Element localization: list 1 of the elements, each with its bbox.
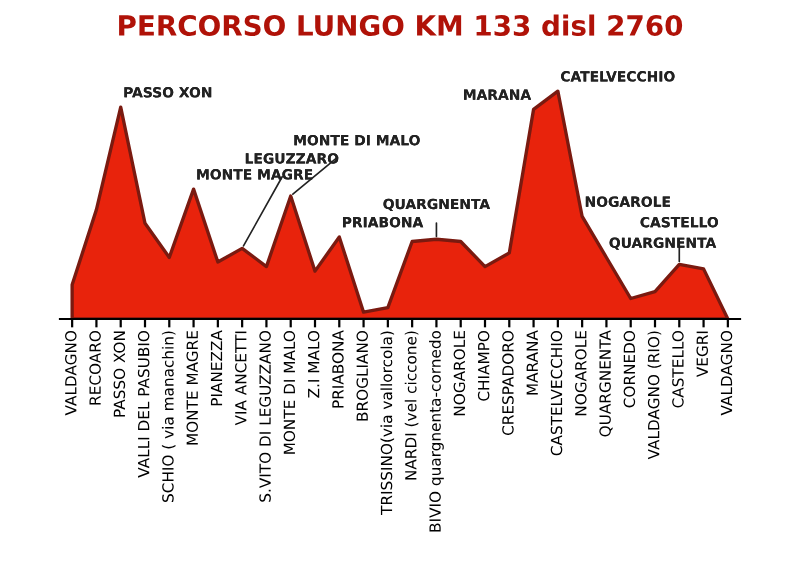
chart-title: PERCORSO LUNGO KM 133 disl 2760: [119, 14, 683, 36]
